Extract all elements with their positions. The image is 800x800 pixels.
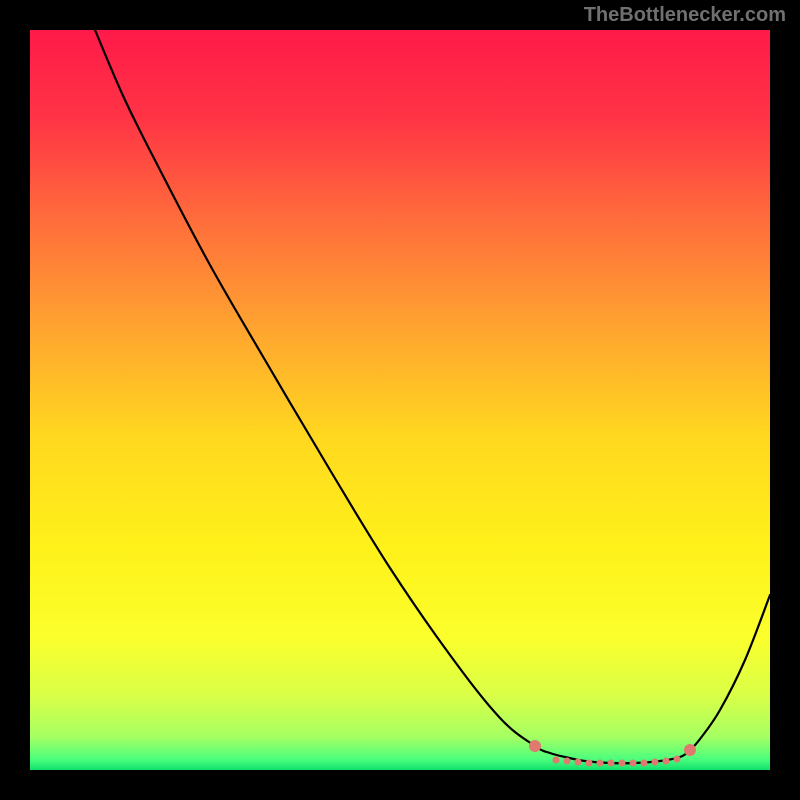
- curve-marker: [564, 758, 571, 765]
- curve-marker: [619, 760, 626, 767]
- curve-marker: [597, 760, 604, 767]
- curve-marker: [663, 758, 670, 765]
- chart-container: TheBottlenecker.com: [0, 0, 800, 800]
- plot-svg: [30, 30, 770, 770]
- curve-marker: [674, 756, 681, 763]
- curve-marker: [630, 760, 637, 767]
- curve-marker: [652, 759, 659, 766]
- attribution-label: TheBottlenecker.com: [584, 4, 786, 27]
- curve-marker: [529, 740, 541, 752]
- curve-marker: [608, 760, 615, 767]
- curve-marker: [586, 760, 593, 767]
- curve-marker: [553, 757, 560, 764]
- curve-marker: [575, 759, 582, 766]
- curve-marker: [641, 760, 648, 767]
- plot-area: [30, 30, 770, 770]
- plot-background: [30, 30, 770, 770]
- curve-marker: [684, 744, 696, 756]
